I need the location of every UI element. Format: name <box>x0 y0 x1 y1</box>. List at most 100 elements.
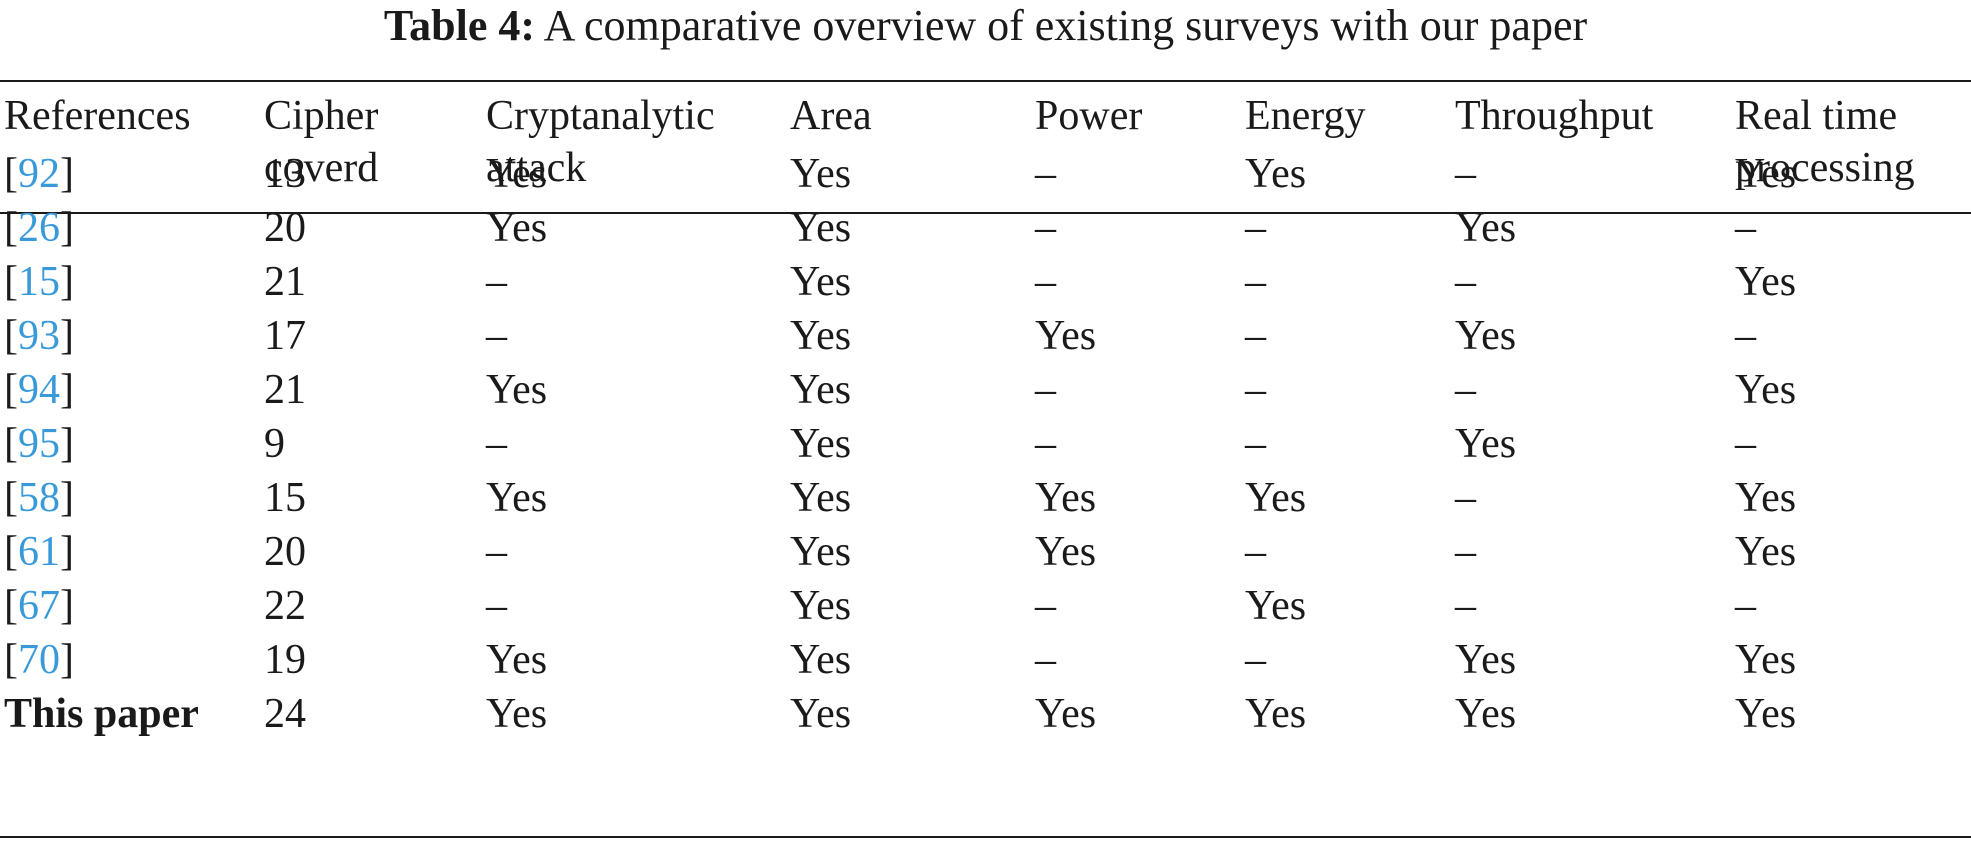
table-cell: Yes <box>1735 529 1797 575</box>
bracket-open: [ <box>4 367 18 413</box>
column-header: Power <box>1035 90 1142 142</box>
table-cell: 21 <box>264 367 306 413</box>
column-header-line: attack <box>486 145 587 191</box>
table-cell: 13 <box>264 151 306 197</box>
citation-link[interactable]: 58 <box>18 475 60 521</box>
table-cell: Yes <box>790 475 852 521</box>
table-cell: – <box>1245 529 1266 575</box>
column-header-line: Throughput <box>1455 93 1654 139</box>
bracket-close: ] <box>60 205 74 251</box>
column-header-line: References <box>4 93 191 139</box>
table-cell: Yes <box>1735 637 1797 683</box>
table-cell: 24 <box>264 691 306 737</box>
reference-cell: [61] <box>4 525 74 579</box>
table-cell: Yes <box>1245 475 1307 521</box>
table-cell: Yes <box>1035 691 1097 737</box>
table-top-rule <box>0 80 1971 82</box>
reference-cell: [70] <box>4 633 74 687</box>
table-cell: 22 <box>264 583 306 629</box>
column-header-line: Energy <box>1245 93 1366 139</box>
table-cell: Yes <box>790 637 852 683</box>
table-cell: Yes <box>1455 205 1517 251</box>
table-cell: Yes <box>1035 529 1097 575</box>
bracket-open: [ <box>4 313 18 359</box>
table-caption-text: A comparative overview of existing surve… <box>543 1 1588 50</box>
column-header: Area <box>790 90 872 142</box>
reference-cell: [15] <box>4 255 74 309</box>
table-cell: – <box>1245 367 1266 413</box>
citation-link[interactable]: 61 <box>18 529 60 575</box>
table-cell: Yes <box>486 691 548 737</box>
table-cell: – <box>1735 421 1756 467</box>
table-cell: Yes <box>1735 691 1797 737</box>
table-cell: Yes <box>1735 151 1797 197</box>
table-cell: – <box>1735 205 1756 251</box>
table-cell: 19 <box>264 637 306 683</box>
table-cell: Yes <box>1735 259 1797 305</box>
table-cell: – <box>1035 259 1056 305</box>
column-header: Throughput <box>1455 90 1653 142</box>
table-cell: – <box>1245 421 1266 467</box>
citation-link[interactable]: 15 <box>18 259 60 305</box>
table-cell: Yes <box>1735 475 1797 521</box>
table-cell: – <box>1245 205 1266 251</box>
column-header: References <box>4 90 191 142</box>
citation-link[interactable]: 95 <box>18 421 60 467</box>
table-header-rule <box>0 212 1971 214</box>
table-cell: – <box>486 583 507 629</box>
table-cell: Yes <box>790 367 852 413</box>
bracket-close: ] <box>60 475 74 521</box>
table-cell: – <box>1455 475 1476 521</box>
citation-link[interactable]: 70 <box>18 637 60 683</box>
table-cell: Yes <box>486 205 548 251</box>
bracket-close: ] <box>60 421 74 467</box>
table-cell: Yes <box>1245 151 1307 197</box>
table-cell: – <box>1245 637 1266 683</box>
bracket-close: ] <box>60 367 74 413</box>
table-cell: – <box>1455 151 1476 197</box>
citation-link[interactable]: 26 <box>18 205 60 251</box>
table-cell: 21 <box>264 259 306 305</box>
table-cell: 9 <box>264 421 285 467</box>
bracket-open: [ <box>4 259 18 305</box>
bracket-close: ] <box>60 313 74 359</box>
table-cell: – <box>486 421 507 467</box>
citation-link[interactable]: 67 <box>18 583 60 629</box>
column-header: Cryptanalytic attack <box>486 90 715 194</box>
this-paper-label: This paper <box>4 691 199 737</box>
table-caption: Table 4: A comparative overview of exist… <box>0 0 1971 52</box>
reference-cell: [93] <box>4 309 74 363</box>
column-header-line: Cipher <box>264 93 379 139</box>
column-header-line: processing <box>1735 145 1915 191</box>
table-cell: – <box>1035 637 1056 683</box>
table-cell: – <box>486 259 507 305</box>
table-cell: Yes <box>486 151 548 197</box>
table-bottom-rule <box>0 836 1971 838</box>
table-cell: Yes <box>790 691 852 737</box>
reference-cell: [58] <box>4 471 74 525</box>
citation-link[interactable]: 94 <box>18 367 60 413</box>
bracket-open: [ <box>4 529 18 575</box>
bracket-close: ] <box>60 151 74 197</box>
citation-link[interactable]: 93 <box>18 313 60 359</box>
citation-link[interactable]: 92 <box>18 151 60 197</box>
reference-cell: [92] <box>4 147 74 201</box>
column-header-line: Real time <box>1735 93 1898 139</box>
table-cell: – <box>1455 529 1476 575</box>
bracket-close: ] <box>60 259 74 305</box>
table-cell: Yes <box>1455 421 1517 467</box>
bracket-open: [ <box>4 583 18 629</box>
table-cell: 15 <box>264 475 306 521</box>
table-cell: Yes <box>1455 691 1517 737</box>
table-cell: Yes <box>1455 637 1517 683</box>
table-cell: Yes <box>790 259 852 305</box>
bracket-close: ] <box>60 637 74 683</box>
bracket-open: [ <box>4 637 18 683</box>
bracket-open: [ <box>4 151 18 197</box>
table-cell: Yes <box>1735 367 1797 413</box>
table-cell: – <box>1245 313 1266 359</box>
column-header: Cipher coverd <box>264 90 378 194</box>
table-cell: – <box>486 529 507 575</box>
table-cell: Yes <box>1455 313 1517 359</box>
table-cell: Yes <box>486 637 548 683</box>
